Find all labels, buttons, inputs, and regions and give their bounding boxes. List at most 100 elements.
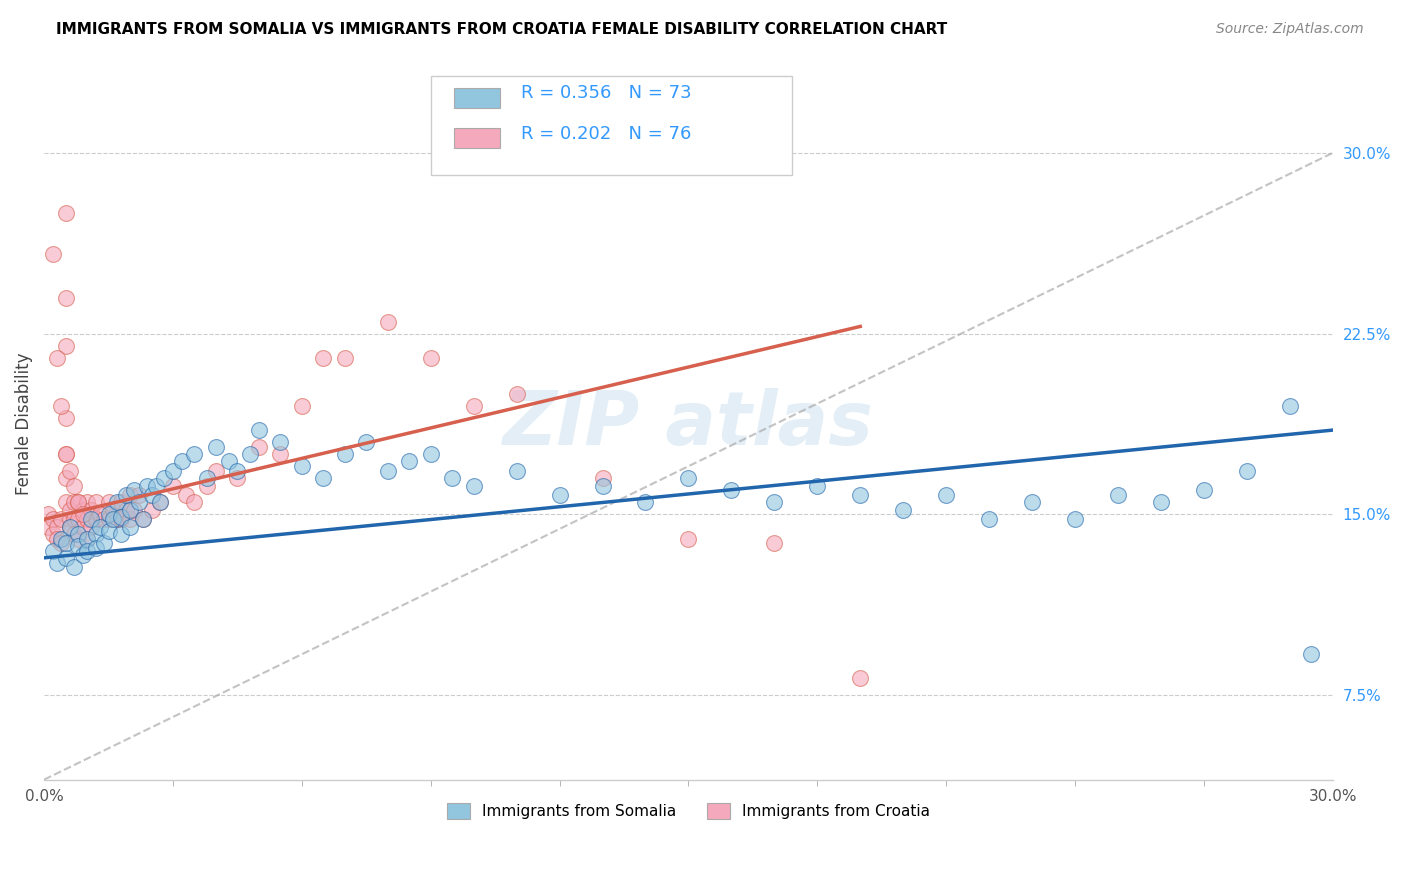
Point	[72, 519, 94, 533]
Point	[398, 454, 420, 468]
Point	[59, 519, 82, 533]
Point	[312, 471, 335, 485]
Point	[333, 447, 356, 461]
Point	[97, 508, 120, 522]
Point	[59, 464, 82, 478]
Point	[145, 478, 167, 492]
Point	[419, 447, 441, 461]
Point	[84, 526, 107, 541]
Point	[634, 495, 657, 509]
Point	[124, 502, 146, 516]
Point	[41, 543, 63, 558]
Point	[63, 512, 86, 526]
Point	[63, 526, 86, 541]
Text: Source: ZipAtlas.com: Source: ZipAtlas.com	[1216, 22, 1364, 37]
Point	[67, 495, 90, 509]
Point	[89, 508, 111, 522]
Point	[269, 435, 291, 450]
Point	[678, 532, 700, 546]
Point	[80, 512, 103, 526]
Point	[46, 519, 69, 533]
Point	[72, 502, 94, 516]
Text: IMMIGRANTS FROM SOMALIA VS IMMIGRANTS FROM CROATIA FEMALE DISABILITY CORRELATION: IMMIGRANTS FROM SOMALIA VS IMMIGRANTS FR…	[56, 22, 948, 37]
Point	[141, 488, 163, 502]
Point	[41, 512, 63, 526]
Point	[849, 488, 872, 502]
Point	[195, 478, 218, 492]
Point	[59, 512, 82, 526]
Point	[55, 411, 77, 425]
Point	[218, 454, 240, 468]
Point	[55, 206, 77, 220]
Point	[720, 483, 742, 498]
Point	[46, 351, 69, 365]
Point	[205, 464, 228, 478]
Point	[548, 488, 571, 502]
Point	[1150, 495, 1173, 509]
Point	[377, 315, 399, 329]
Y-axis label: Female Disability: Female Disability	[15, 353, 32, 495]
Point	[239, 447, 262, 461]
Point	[76, 543, 98, 558]
Point	[41, 526, 63, 541]
Point	[592, 471, 614, 485]
Point	[110, 495, 132, 509]
Point	[377, 464, 399, 478]
Point	[195, 471, 218, 485]
Point	[149, 495, 172, 509]
Point	[153, 471, 176, 485]
Point	[174, 488, 197, 502]
Point	[41, 247, 63, 261]
Point	[72, 508, 94, 522]
Point	[1278, 399, 1301, 413]
Point	[118, 519, 141, 533]
Point	[979, 512, 1001, 526]
Point	[463, 399, 485, 413]
Point	[51, 536, 73, 550]
Point	[97, 495, 120, 509]
Point	[67, 512, 90, 526]
Point	[97, 512, 120, 526]
Point	[93, 512, 115, 526]
Point	[162, 464, 184, 478]
Point	[55, 536, 77, 550]
Point	[80, 519, 103, 533]
Point	[170, 454, 193, 468]
Point	[76, 532, 98, 546]
Text: ZIP atlas: ZIP atlas	[503, 387, 875, 460]
Point	[1236, 464, 1258, 478]
Point	[101, 512, 124, 526]
Point	[132, 512, 155, 526]
Point	[114, 502, 136, 516]
Point	[55, 550, 77, 565]
Point	[935, 488, 957, 502]
Point	[128, 495, 150, 509]
Point	[763, 536, 786, 550]
Point	[51, 399, 73, 413]
Point	[63, 560, 86, 574]
Point	[205, 440, 228, 454]
Point	[505, 387, 527, 401]
Point	[110, 512, 132, 526]
Point	[118, 488, 141, 502]
Point	[247, 440, 270, 454]
Legend: Immigrants from Somalia, Immigrants from Croatia: Immigrants from Somalia, Immigrants from…	[441, 797, 936, 825]
Text: R = 0.202   N = 76: R = 0.202 N = 76	[520, 125, 692, 143]
Point	[124, 483, 146, 498]
Point	[55, 495, 77, 509]
Point	[101, 502, 124, 516]
Point	[678, 471, 700, 485]
Point	[118, 502, 141, 516]
Point	[132, 512, 155, 526]
FancyBboxPatch shape	[454, 87, 501, 108]
Point	[291, 459, 314, 474]
Point	[463, 478, 485, 492]
Point	[356, 435, 378, 450]
Point	[51, 532, 73, 546]
Point	[162, 478, 184, 492]
Point	[183, 447, 205, 461]
Point	[84, 541, 107, 556]
Point	[67, 495, 90, 509]
Point	[226, 471, 249, 485]
Point	[89, 519, 111, 533]
